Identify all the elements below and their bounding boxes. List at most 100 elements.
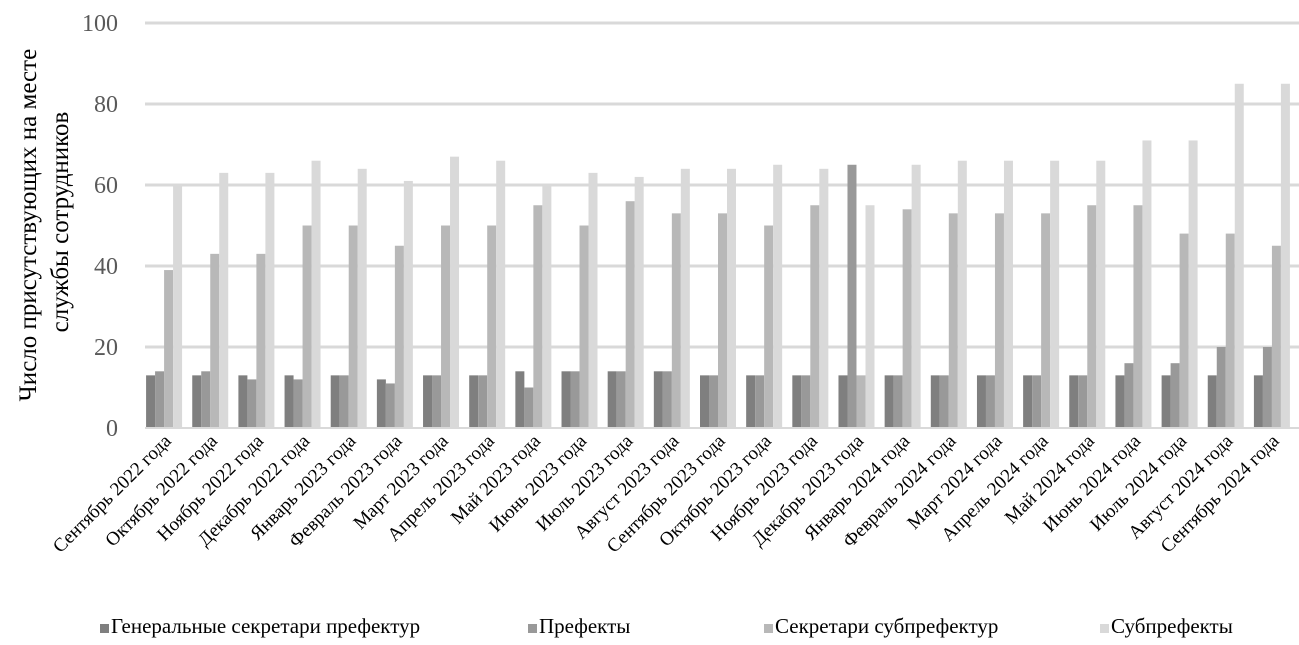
bar	[957, 160, 967, 428]
bar	[155, 371, 165, 428]
bar-group	[976, 160, 1013, 428]
bar	[1078, 375, 1088, 428]
bar-group	[515, 185, 552, 428]
bar	[856, 375, 866, 428]
legend-swatch	[528, 624, 537, 633]
bar	[515, 371, 525, 428]
legend-item: Генеральные секретари префектур	[100, 614, 420, 638]
bar	[1253, 375, 1263, 428]
bar-group	[1023, 160, 1060, 428]
bar-group	[607, 176, 644, 428]
bar	[348, 225, 358, 428]
bar-group	[146, 185, 183, 428]
bar	[810, 205, 820, 428]
legend-label: Секретари субпрефектур	[775, 614, 998, 638]
bar	[634, 176, 644, 428]
bar	[1234, 83, 1244, 428]
bar-group	[700, 168, 736, 429]
bar	[1271, 245, 1281, 428]
bar-group	[884, 164, 921, 428]
y-axis-label-line-2: службы сотрудников	[47, 112, 74, 333]
bar	[1216, 347, 1226, 428]
legend-label: Префекты	[539, 614, 630, 638]
bar	[432, 375, 442, 428]
bar	[376, 379, 386, 428]
legend: Генеральные секретари префектур Префекты С…	[100, 614, 1233, 638]
y-tick-label: 100	[82, 11, 118, 37]
bar	[1115, 375, 1125, 428]
bar	[700, 375, 709, 428]
bar	[542, 185, 552, 428]
bar	[256, 253, 266, 428]
bar	[1087, 205, 1097, 428]
bar	[238, 375, 248, 428]
bar	[478, 375, 488, 428]
legend-item: Префекты	[528, 614, 630, 638]
y-tick-label: 40	[94, 254, 118, 280]
bar-group	[1115, 140, 1152, 428]
bar	[1069, 375, 1079, 428]
bar-group	[1069, 160, 1106, 428]
bar-group	[238, 172, 275, 428]
bar	[1124, 363, 1134, 428]
bar	[1207, 375, 1217, 428]
bar	[709, 375, 718, 428]
bar	[1023, 375, 1033, 428]
bar	[441, 225, 451, 428]
bar	[1142, 140, 1152, 428]
bar	[330, 375, 340, 428]
bar	[302, 225, 312, 428]
y-axis-label: Число присутствующих на месте службы сот…	[15, 43, 74, 402]
bar	[893, 375, 903, 428]
bar	[755, 375, 765, 428]
bar-group	[330, 168, 367, 429]
bar	[164, 270, 174, 428]
bar	[930, 375, 940, 428]
bar	[201, 371, 211, 428]
bar	[1225, 233, 1235, 428]
bar	[911, 164, 921, 428]
bar	[311, 160, 321, 428]
bar	[671, 213, 681, 428]
bar	[579, 225, 589, 428]
bar-group	[284, 160, 321, 428]
bar	[847, 164, 857, 428]
gridlines	[145, 21, 1299, 349]
bar	[423, 375, 433, 428]
bar	[662, 371, 672, 428]
bar	[718, 213, 727, 428]
bars	[146, 83, 1290, 429]
bar	[496, 160, 506, 428]
legend-label: Генеральные секретари префектур	[111, 614, 420, 638]
bar	[1262, 347, 1272, 428]
bar	[792, 375, 802, 428]
bar	[385, 383, 395, 428]
bar	[284, 375, 294, 428]
bar	[865, 205, 875, 428]
bar-group	[653, 168, 690, 429]
bar	[588, 172, 598, 428]
bar	[1096, 160, 1106, 428]
y-axis-ticks: 0 20 40 60 80 100	[82, 11, 118, 442]
bar	[1170, 363, 1180, 428]
legend-label: Субпрефекты	[1111, 614, 1233, 638]
bar-group	[746, 164, 783, 428]
bar	[469, 375, 479, 428]
legend-swatch	[100, 624, 109, 633]
bar-group	[469, 160, 506, 428]
bar	[524, 387, 534, 428]
bar	[219, 172, 229, 428]
bar-group	[1161, 140, 1198, 428]
bar	[1280, 83, 1290, 428]
bar	[1041, 213, 1051, 428]
bar	[902, 209, 912, 428]
bar-group	[423, 156, 460, 428]
bar	[838, 375, 848, 428]
bar	[948, 213, 958, 428]
bar	[653, 371, 663, 428]
bar	[561, 371, 571, 428]
bar	[173, 185, 183, 428]
bar	[450, 156, 460, 428]
y-tick-label: 60	[94, 173, 118, 199]
